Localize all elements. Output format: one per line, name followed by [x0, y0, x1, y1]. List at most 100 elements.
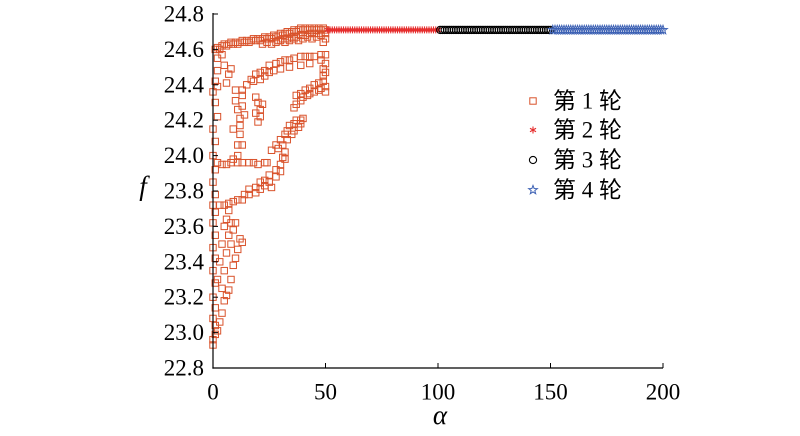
- series-1-point: [308, 35, 316, 43]
- series-1-point: [225, 40, 233, 48]
- axis-ticks: [212, 13, 664, 369]
- series-1-point: [218, 309, 226, 317]
- x-tick-label: 0: [207, 380, 219, 405]
- legend-label-4: 第 4 轮: [553, 178, 622, 203]
- legend-marker-1: [529, 97, 537, 105]
- series-1-point: [249, 77, 258, 85]
- series-1-point: [211, 208, 219, 216]
- series-1-point: [276, 65, 285, 73]
- series-1-point: [285, 63, 294, 71]
- legend-marker-2: [529, 126, 537, 134]
- series-1-point: [285, 56, 294, 64]
- series-1-point: [216, 318, 224, 326]
- series-1-point: [290, 54, 298, 62]
- series-1-point: [229, 155, 237, 163]
- series-1-point: [279, 153, 287, 162]
- series-1-point: [252, 70, 260, 78]
- y-tick-label: 24.6: [164, 37, 204, 62]
- series-1-point: [213, 275, 222, 284]
- series-1-point: [297, 120, 305, 128]
- series-1-point: [306, 59, 314, 68]
- series-1-point: [279, 141, 287, 149]
- series-1-point: [267, 183, 276, 192]
- series-1-point: [254, 98, 262, 107]
- series-1-point: [254, 118, 262, 126]
- series-2-points: [324, 26, 442, 34]
- axis-tick-labels: 22.8 23.0 23.2 23.4 23.6 23.8 24.0 24.2 24.4 24.6…: [164, 2, 681, 405]
- series-1-point: [265, 68, 273, 77]
- series-1-point: [319, 72, 327, 80]
- series-1-point: [297, 52, 305, 61]
- series-1-point: [261, 176, 269, 185]
- legend-label-1: 第 1 轮: [553, 89, 622, 114]
- series-1-point: [319, 77, 327, 85]
- series-1-point: [211, 137, 219, 146]
- series-3-points: [436, 25, 555, 35]
- series-1-point: [234, 141, 242, 149]
- series-1-point: [245, 158, 253, 167]
- series-1-point: [272, 173, 280, 181]
- series-1-point: [211, 304, 219, 312]
- series-1-point: [285, 121, 294, 130]
- y-tick-label: 24.0: [164, 143, 204, 168]
- y-tick-label: 24.2: [164, 108, 204, 133]
- series-1-point: [281, 148, 289, 156]
- series-1-point: [222, 291, 231, 300]
- series-1-point: [220, 266, 228, 275]
- series-1-point: [222, 160, 231, 169]
- axes: 22.8 23.0 23.2 23.4 23.6 23.8 24.0 24.2 24.4 24.6…: [164, 2, 681, 405]
- series-1-point: [213, 158, 222, 167]
- series-1-point: [222, 249, 231, 257]
- series-1-point: [281, 56, 289, 64]
- series-1-point: [265, 178, 273, 186]
- series-4-point: [657, 23, 669, 35]
- series-1-points: [209, 24, 330, 349]
- series-1-point: [321, 51, 330, 59]
- series-1-point: [234, 196, 242, 204]
- series-1-point: [319, 24, 327, 32]
- series-1-point: [276, 58, 285, 66]
- series-1-point: [227, 275, 235, 284]
- legend-marker-3: [528, 155, 538, 165]
- series-1-point: [229, 125, 237, 133]
- series-1-point: [252, 183, 260, 192]
- series-4-points: [546, 23, 669, 35]
- legend-entry-2: 第 2 轮: [529, 118, 622, 143]
- series-1-point: [229, 261, 237, 270]
- series-1-point: [236, 130, 244, 139]
- series-1-point: [225, 199, 233, 208]
- series-1-point: [218, 240, 226, 248]
- series-1-point: [243, 36, 251, 45]
- series-1-point: [238, 102, 246, 110]
- series-1-point: [297, 61, 305, 70]
- series-1-point: [249, 158, 258, 167]
- legend-label-3: 第 3 轮: [553, 148, 622, 173]
- series-1-point: [231, 219, 240, 227]
- series-1-point: [211, 231, 219, 239]
- series-1-point: [258, 100, 267, 108]
- series-1-point: [261, 66, 269, 75]
- series-1-point: [263, 38, 271, 47]
- series-1-point: [211, 98, 219, 107]
- series-1-point: [231, 97, 240, 105]
- series-1-point: [238, 86, 246, 94]
- y-tick-label: 23.4: [164, 249, 205, 274]
- series-1-point: [247, 36, 255, 45]
- series-1-point: [240, 38, 249, 47]
- y-tick-label: 24.4: [164, 72, 205, 97]
- series-1-point: [220, 201, 228, 209]
- series-1-point: [236, 121, 244, 130]
- series-1-point: [225, 206, 233, 215]
- legend-marker-shape: [527, 183, 539, 195]
- y-tick-label: 23.8: [164, 179, 204, 204]
- series-1-point: [301, 52, 309, 61]
- series-1-point: [254, 160, 262, 169]
- series-1-point: [283, 135, 291, 144]
- series-1-point: [213, 66, 222, 75]
- series-1-point: [315, 79, 323, 87]
- x-tick-label: 50: [314, 380, 337, 405]
- series-1-point: [218, 160, 226, 169]
- legend: 第 1 轮 第 2 轮 第 3 轮 第 4 轮: [527, 89, 622, 203]
- series-1-point: [263, 158, 271, 167]
